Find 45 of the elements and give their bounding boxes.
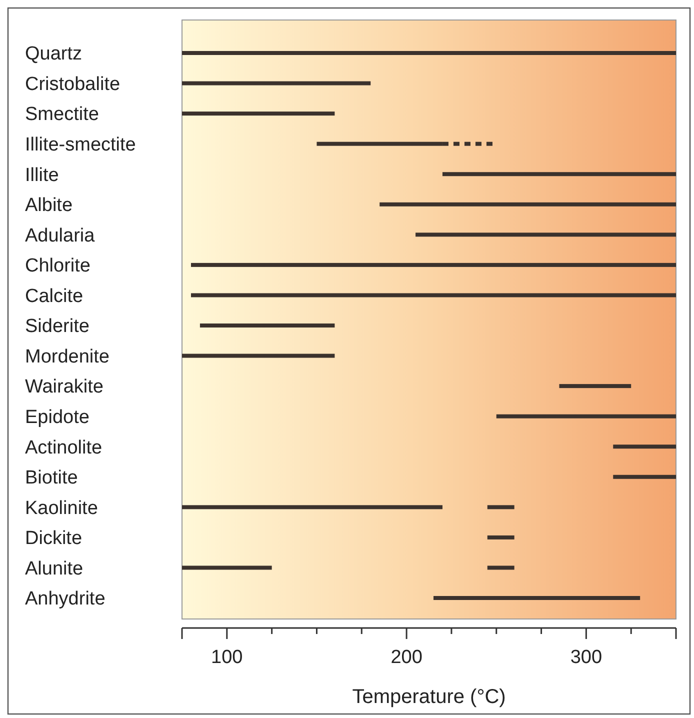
bar	[316, 142, 442, 146]
bar	[182, 566, 272, 570]
bar	[182, 81, 371, 86]
y-tick-label: Adularia	[25, 225, 96, 246]
y-tick-label: Illite	[25, 164, 59, 186]
y-tick-label: Kaolinite	[25, 498, 98, 519]
y-tick-label: Albite	[25, 195, 73, 216]
bar	[190, 293, 676, 298]
y-tick-label: Wairakite	[25, 376, 104, 398]
y-tick-label: Chlorite	[25, 256, 90, 277]
y-tick-label: Alunite	[25, 558, 84, 580]
x-tick-label: 200	[390, 647, 422, 668]
bar	[559, 384, 632, 388]
bar	[487, 535, 514, 540]
bar	[190, 262, 676, 267]
bar	[496, 414, 676, 418]
bar	[380, 202, 676, 206]
bar	[487, 505, 514, 510]
y-tick-label: Mordenite	[25, 346, 110, 368]
bar	[182, 505, 442, 510]
bar	[182, 51, 676, 55]
bar	[416, 232, 676, 237]
x-axis-title: Temperature (°C)	[352, 686, 506, 708]
x-tick-label: 300	[570, 647, 602, 668]
bar	[182, 354, 335, 358]
bar	[442, 142, 493, 146]
y-tick-label: Dickite	[25, 528, 82, 550]
bar	[442, 172, 676, 176]
y-tick-label: Siderite	[25, 316, 90, 338]
y-tick-label: Anhydrite	[25, 588, 106, 610]
y-tick-label: Epidote	[25, 406, 90, 428]
y-tick-label: Smectite	[25, 104, 99, 126]
y-tick-label: Actinolite	[25, 437, 102, 458]
y-tick-label: Biotite	[25, 468, 78, 489]
x-tick-label: 100	[211, 647, 243, 668]
bar	[613, 474, 676, 479]
bar	[433, 596, 640, 600]
y-tick-label: Quartz	[25, 44, 82, 65]
y-tick-label: Calcite	[25, 286, 84, 307]
bar	[613, 444, 676, 449]
bar	[182, 112, 335, 116]
bar	[200, 324, 335, 328]
bar	[487, 566, 514, 570]
y-tick-label: Illite-smectite	[25, 134, 136, 156]
y-tick-label: Cristobalite	[25, 74, 120, 95]
